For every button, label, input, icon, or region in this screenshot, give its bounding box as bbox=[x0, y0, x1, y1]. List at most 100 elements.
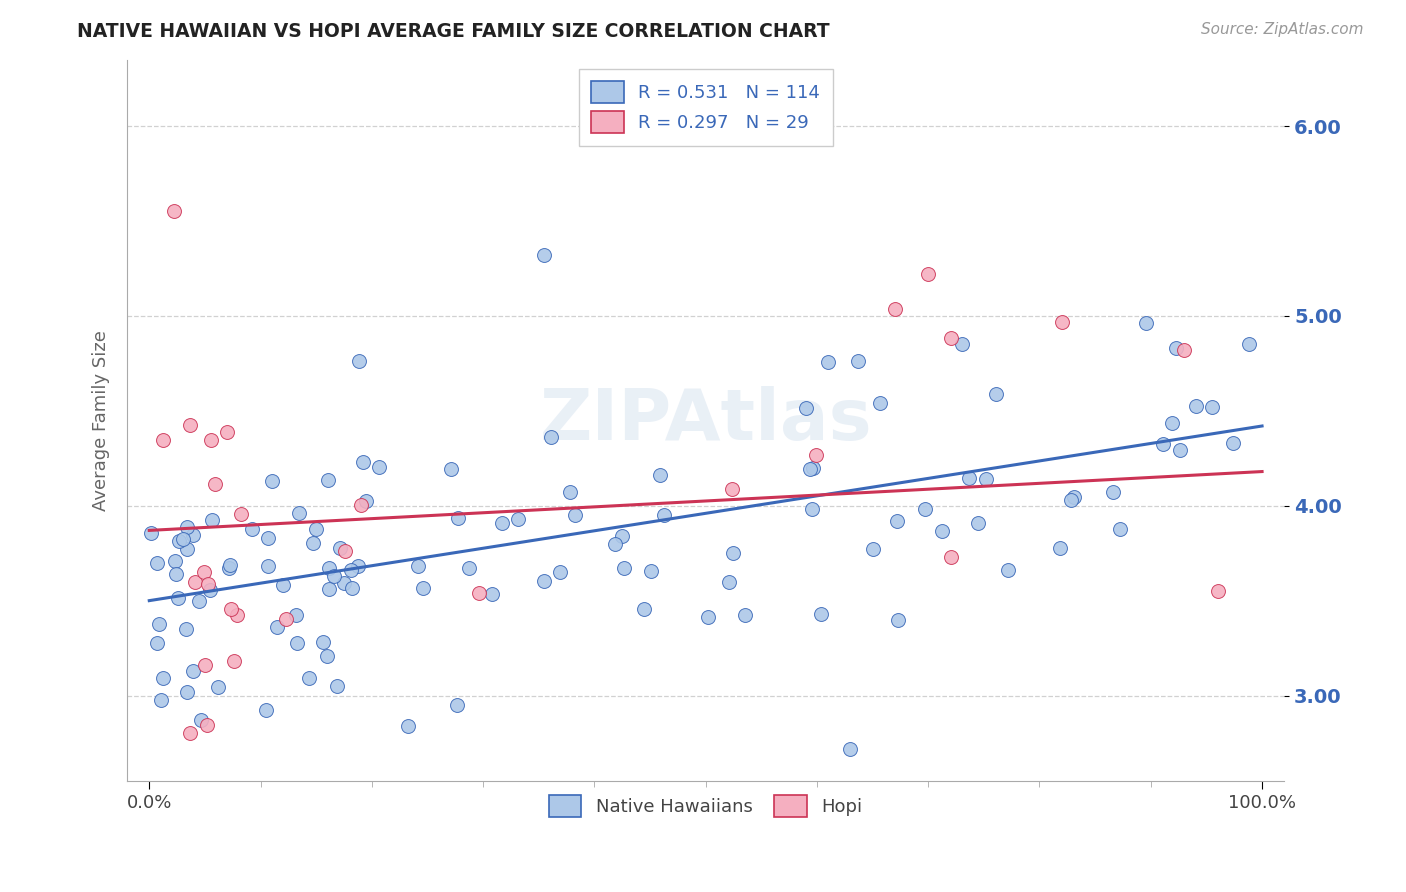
Point bbox=[412, 582, 434, 596]
Point bbox=[1164, 341, 1187, 355]
Point bbox=[884, 302, 907, 317]
Point bbox=[801, 461, 824, 475]
Point bbox=[222, 654, 245, 668]
Point bbox=[533, 248, 555, 262]
Point bbox=[219, 602, 242, 616]
Point bbox=[986, 386, 1008, 401]
Point bbox=[560, 484, 582, 499]
Point bbox=[225, 607, 247, 622]
Point bbox=[217, 425, 239, 439]
Point bbox=[326, 679, 349, 693]
Point bbox=[350, 498, 373, 512]
Point bbox=[1201, 400, 1223, 414]
Point bbox=[152, 433, 174, 447]
Point bbox=[718, 574, 741, 589]
Point bbox=[240, 522, 263, 536]
Point bbox=[139, 526, 162, 541]
Point bbox=[257, 532, 280, 546]
Point bbox=[148, 617, 170, 632]
Point bbox=[696, 610, 718, 624]
Point bbox=[204, 477, 226, 491]
Point bbox=[218, 558, 240, 572]
Point bbox=[506, 512, 529, 526]
Legend: Native Hawaiians, Hopi: Native Hawaiians, Hopi bbox=[540, 786, 872, 826]
Point bbox=[201, 513, 224, 527]
Point bbox=[1135, 316, 1157, 330]
Point bbox=[1109, 522, 1132, 536]
Point bbox=[721, 482, 744, 496]
Point bbox=[446, 698, 468, 713]
Point bbox=[603, 537, 626, 551]
Point bbox=[146, 636, 169, 650]
Point bbox=[406, 558, 429, 573]
Point bbox=[817, 354, 839, 368]
Point bbox=[550, 566, 572, 580]
Point bbox=[610, 529, 633, 543]
Point bbox=[176, 685, 198, 699]
Point bbox=[1049, 541, 1071, 555]
Point bbox=[145, 557, 167, 571]
Point bbox=[914, 502, 936, 516]
Point bbox=[1152, 437, 1174, 451]
Point bbox=[166, 591, 188, 605]
Point bbox=[172, 533, 194, 547]
Point bbox=[810, 607, 832, 621]
Point bbox=[648, 467, 671, 482]
Point bbox=[231, 507, 253, 521]
Point bbox=[254, 703, 277, 717]
Point bbox=[481, 587, 503, 601]
Point bbox=[316, 473, 339, 487]
Point bbox=[468, 586, 491, 600]
Point bbox=[274, 612, 297, 626]
Point bbox=[273, 577, 295, 591]
Point bbox=[1173, 343, 1195, 357]
Point bbox=[367, 460, 389, 475]
Point bbox=[846, 354, 869, 368]
Point bbox=[640, 565, 662, 579]
Point bbox=[533, 574, 555, 589]
Point bbox=[353, 455, 375, 469]
Point bbox=[447, 511, 470, 525]
Point bbox=[181, 664, 204, 678]
Point bbox=[862, 542, 884, 557]
Point bbox=[794, 401, 817, 415]
Point bbox=[839, 741, 862, 756]
Point bbox=[1239, 336, 1261, 351]
Point bbox=[917, 267, 939, 281]
Point bbox=[184, 574, 207, 589]
Y-axis label: Average Family Size: Average Family Size bbox=[93, 330, 110, 511]
Point bbox=[974, 472, 997, 486]
Point bbox=[190, 713, 212, 727]
Point bbox=[179, 725, 201, 739]
Point bbox=[967, 516, 990, 530]
Point bbox=[1170, 442, 1192, 457]
Point bbox=[284, 607, 307, 622]
Point bbox=[799, 462, 821, 476]
Point bbox=[193, 565, 215, 579]
Point bbox=[458, 561, 481, 575]
Point bbox=[950, 337, 973, 351]
Point bbox=[356, 494, 378, 508]
Point bbox=[174, 622, 197, 636]
Point bbox=[188, 593, 211, 607]
Text: NATIVE HAWAIIAN VS HOPI AVERAGE FAMILY SIZE CORRELATION CHART: NATIVE HAWAIIAN VS HOPI AVERAGE FAMILY S… bbox=[77, 22, 830, 41]
Point bbox=[633, 602, 655, 616]
Point bbox=[1206, 584, 1229, 599]
Point bbox=[304, 522, 326, 536]
Text: Source: ZipAtlas.com: Source: ZipAtlas.com bbox=[1201, 22, 1364, 37]
Point bbox=[721, 546, 744, 560]
Point bbox=[312, 635, 335, 649]
Point bbox=[540, 430, 562, 444]
Point bbox=[997, 563, 1019, 577]
Point bbox=[266, 620, 288, 634]
Point bbox=[931, 524, 953, 539]
Point bbox=[256, 559, 278, 574]
Point bbox=[197, 577, 219, 591]
Point bbox=[333, 576, 356, 591]
Point bbox=[176, 541, 198, 556]
Point bbox=[396, 719, 419, 733]
Point bbox=[152, 671, 174, 685]
Point bbox=[652, 508, 675, 523]
Point bbox=[886, 514, 908, 528]
Point bbox=[941, 549, 963, 564]
